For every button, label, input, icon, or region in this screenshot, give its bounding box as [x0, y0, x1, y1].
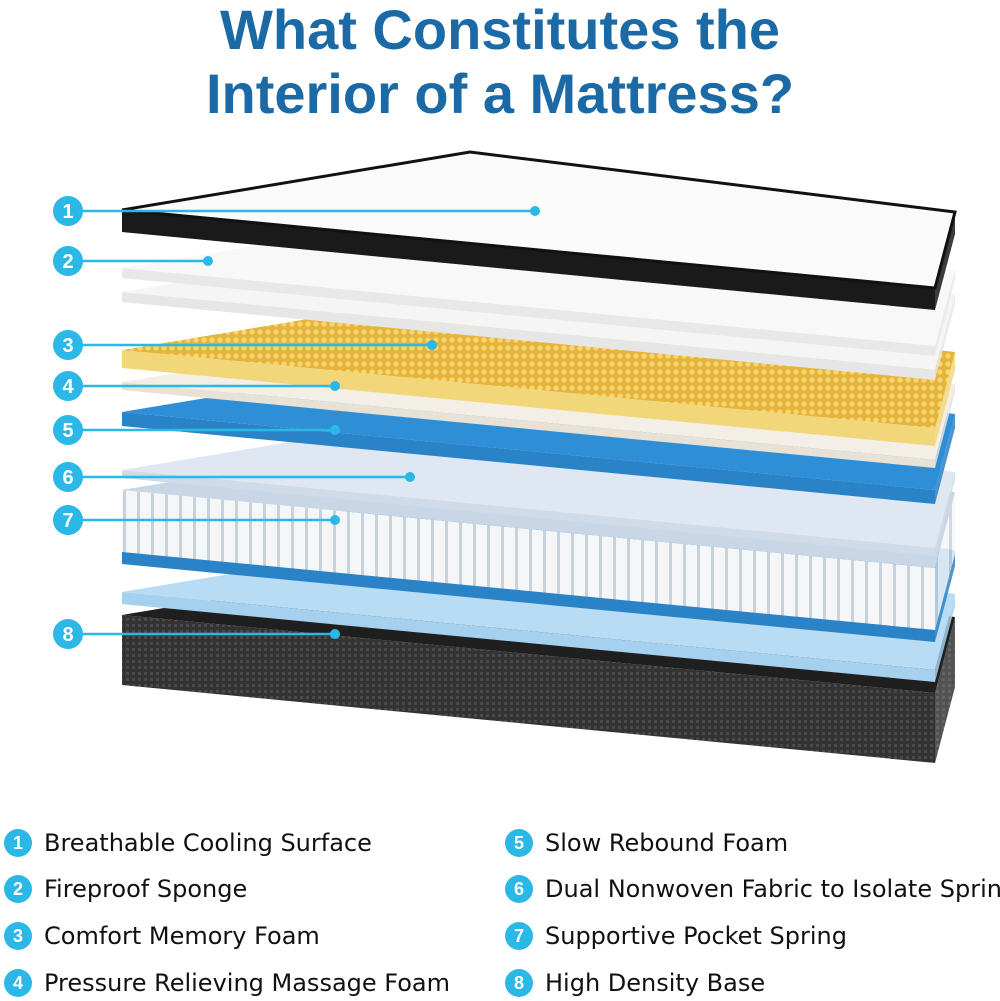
- legend-label: Comfort Memory Foam: [44, 922, 320, 950]
- legend-label: Fireproof Sponge: [44, 875, 248, 903]
- legend-item: 6 Dual Nonwoven Fabric to Isolate Spring: [505, 871, 1000, 907]
- legend-label: Pressure Relieving Massage Foam: [44, 969, 450, 997]
- callout-number: 3: [62, 335, 73, 357]
- callout-4: 4: [53, 371, 340, 401]
- legend-item: 4 Pressure Relieving Massage Foam: [4, 965, 450, 1001]
- callout-number: 8: [62, 624, 73, 646]
- callout-number: 1: [62, 201, 73, 223]
- callout-number: 6: [62, 467, 73, 489]
- nonwoven-fabric-layer: [122, 412, 955, 556]
- callout-1: 1: [53, 196, 540, 226]
- callout-number: 7: [62, 510, 73, 532]
- number-badge: 5: [505, 829, 533, 857]
- legend-label: High Density Base: [545, 969, 766, 997]
- callout-2: 2: [53, 246, 213, 276]
- legend-item: 1 Breathable Cooling Surface: [4, 825, 372, 861]
- legend-item: 5 Slow Rebound Foam: [505, 825, 788, 861]
- callout-6: 6: [53, 462, 415, 492]
- callout-5: 5: [53, 415, 340, 445]
- legend-label: Dual Nonwoven Fabric to Isolate Spring: [545, 875, 1000, 903]
- callout-7: 7: [53, 505, 340, 535]
- legend-item: 2 Fireproof Sponge: [4, 871, 247, 907]
- number-badge: 4: [4, 969, 32, 997]
- number-badge: 1: [4, 829, 32, 857]
- legend-label: Breathable Cooling Surface: [44, 829, 372, 857]
- callout-number: 5: [62, 420, 73, 442]
- number-badge: 7: [505, 922, 533, 950]
- legend-item: 3 Comfort Memory Foam: [4, 918, 320, 954]
- callout-number: 4: [62, 376, 74, 398]
- cooling-surface-layer: [121, 150, 957, 310]
- callout-3: 3: [53, 330, 437, 360]
- memory-foam-layer: [122, 292, 955, 446]
- callout-number: 2: [62, 251, 73, 273]
- legend-label: Supportive Pocket Spring: [545, 922, 847, 950]
- number-badge: 2: [4, 875, 32, 903]
- legend-item: 7 Supportive Pocket Spring: [505, 918, 847, 954]
- number-badge: 8: [505, 969, 533, 997]
- legend-item: 8 High Density Base: [505, 965, 765, 1001]
- number-badge: 6: [505, 875, 533, 903]
- callout-8: 8: [53, 619, 340, 649]
- legend-label: Slow Rebound Foam: [545, 829, 789, 857]
- page-title: What Constitutes the Interior of a Mattr…: [205, 0, 795, 125]
- number-badge: 3: [4, 922, 32, 950]
